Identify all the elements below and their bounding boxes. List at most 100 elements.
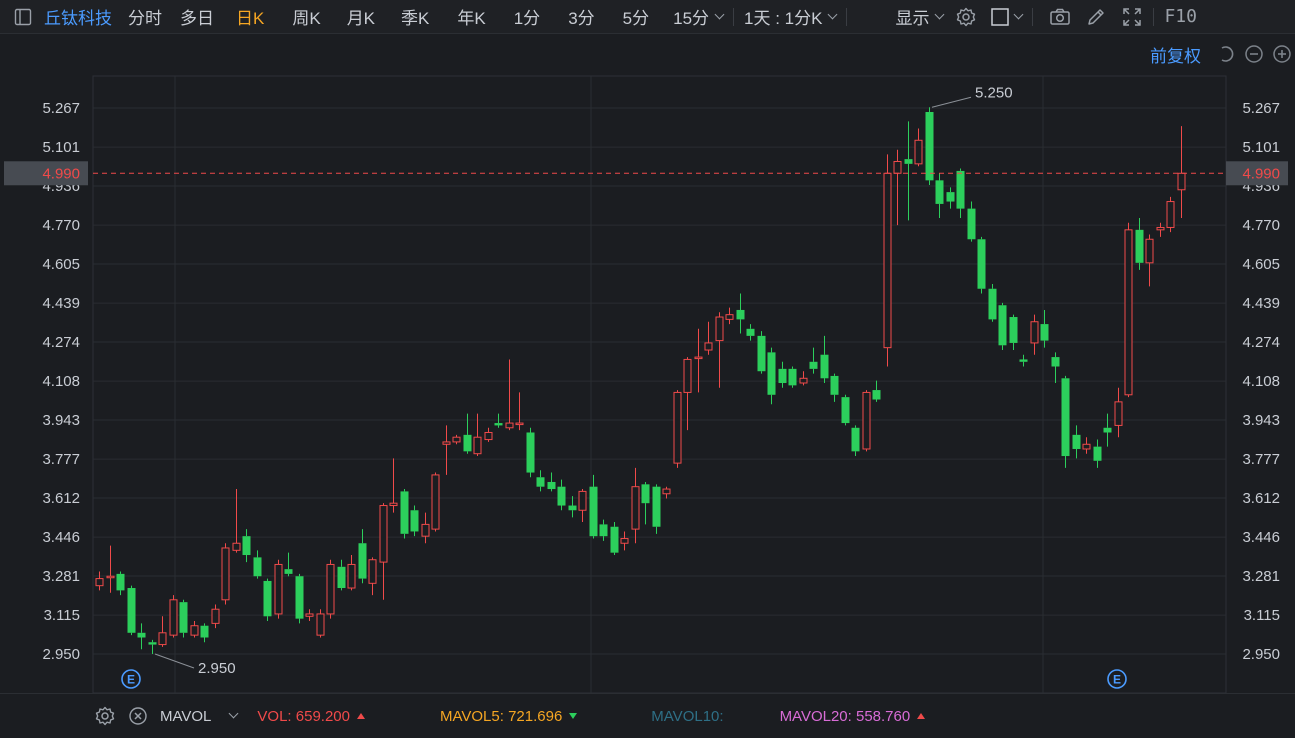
candle bbox=[494, 413, 503, 428]
y-tick-label: 4.439 bbox=[1242, 295, 1280, 312]
y-tick-label: 3.612 bbox=[1242, 490, 1280, 507]
candle bbox=[389, 458, 398, 513]
candle bbox=[463, 413, 472, 454]
candle-body bbox=[95, 578, 104, 587]
y-tick-label: 2.950 bbox=[1242, 646, 1280, 663]
tab-timeshare[interactable]: 分时 bbox=[128, 9, 162, 28]
candle-body bbox=[694, 356, 703, 360]
camera-icon[interactable] bbox=[1049, 6, 1071, 28]
candle bbox=[799, 371, 808, 386]
y-tick-label: 3.115 bbox=[44, 607, 80, 624]
candle-body bbox=[631, 486, 640, 530]
stock-name[interactable]: 丘钛科技 bbox=[44, 9, 112, 28]
candle bbox=[295, 573, 304, 624]
candle-body bbox=[725, 314, 734, 320]
candle bbox=[1093, 439, 1102, 468]
tab-5min[interactable]: 5分 bbox=[622, 9, 650, 28]
adjust-mode-button[interactable]: 前复权 bbox=[1150, 46, 1201, 66]
candle-body bbox=[914, 139, 923, 165]
tab-1min[interactable]: 1分 bbox=[513, 9, 541, 28]
chevron-down-icon[interactable] bbox=[714, 9, 725, 19]
candle-body bbox=[1177, 172, 1186, 191]
candle-body bbox=[158, 632, 167, 646]
candle bbox=[841, 394, 850, 426]
tab-yearly-k[interactable]: 年K bbox=[457, 9, 486, 28]
tab-3min[interactable]: 3分 bbox=[568, 9, 595, 28]
high-annotation: 5.250 bbox=[975, 84, 1013, 101]
candle-body bbox=[463, 434, 472, 452]
candle bbox=[746, 324, 755, 341]
f10-button[interactable]: F10 bbox=[1164, 6, 1197, 27]
mavol5-value: MAVOL5: 721.696 bbox=[440, 708, 578, 725]
chevron-down-icon[interactable] bbox=[1014, 9, 1024, 19]
candle-body bbox=[305, 613, 314, 617]
tab-weekly-k[interactable]: 周K bbox=[292, 9, 321, 28]
candle-body bbox=[862, 391, 871, 450]
candle-body bbox=[788, 368, 797, 386]
chevron-down-icon[interactable] bbox=[228, 708, 239, 719]
candle-body bbox=[1009, 317, 1018, 343]
pencil-icon[interactable] bbox=[1085, 6, 1107, 28]
candle-body bbox=[704, 342, 713, 351]
sidebar-toggle-icon[interactable] bbox=[12, 6, 34, 28]
kline-chart[interactable]: 5.267 5.101 4.936 4.770 4.605 4.439 4.274 4.108… bbox=[0, 68, 1295, 694]
candle bbox=[736, 293, 745, 334]
candle-body bbox=[620, 538, 629, 544]
candle-body bbox=[484, 431, 493, 441]
divider bbox=[733, 7, 735, 26]
candles bbox=[95, 107, 1186, 654]
candle bbox=[757, 331, 766, 374]
candle bbox=[599, 519, 608, 541]
undo-icon[interactable] bbox=[1215, 43, 1237, 65]
event-marker-icon[interactable]: E bbox=[1107, 669, 1127, 689]
chevron-down-icon[interactable] bbox=[935, 9, 945, 19]
candle bbox=[988, 284, 997, 322]
candle bbox=[1103, 413, 1112, 447]
y-tick-label: 4.439 bbox=[42, 295, 80, 312]
grid bbox=[92, 75, 1227, 694]
candle-body bbox=[652, 486, 661, 527]
display-menu[interactable]: 显示 bbox=[895, 9, 930, 28]
plot-frame bbox=[92, 75, 1227, 694]
candle-body bbox=[242, 536, 251, 556]
tab-monthly-k[interactable]: 月K bbox=[346, 9, 376, 28]
indicator-name[interactable]: MAVOL bbox=[160, 707, 212, 725]
candle-body bbox=[274, 563, 283, 615]
close-icon[interactable] bbox=[127, 705, 149, 727]
y-tick-label: 3.281 bbox=[42, 568, 80, 585]
candle-body bbox=[820, 354, 829, 379]
gear-icon[interactable] bbox=[94, 705, 116, 727]
candle-body bbox=[526, 432, 535, 473]
gear-icon[interactable] bbox=[955, 6, 977, 28]
event-marker-icon[interactable]: E bbox=[121, 669, 141, 689]
tab-multiday[interactable]: 多日 bbox=[180, 9, 214, 28]
candle-body bbox=[1103, 427, 1112, 433]
candle bbox=[925, 107, 934, 186]
event-marker-label: E bbox=[1113, 673, 1121, 687]
tab-quarterly-k[interactable]: 季K bbox=[401, 9, 430, 28]
tab-daily-k[interactable]: 日K bbox=[236, 9, 265, 28]
candle-body bbox=[967, 208, 976, 240]
candle-body bbox=[410, 510, 419, 532]
candle bbox=[1166, 196, 1175, 233]
candle bbox=[998, 302, 1007, 351]
candle-body bbox=[956, 170, 965, 209]
chevron-down-icon[interactable] bbox=[828, 9, 838, 19]
candle-body bbox=[326, 563, 335, 615]
indicator-bar: MAVOL VOL: 659.200 MAVOL5: 721.696 MAVOL… bbox=[0, 693, 1295, 738]
candle bbox=[904, 121, 913, 221]
candle-body bbox=[284, 569, 293, 574]
vol-label: VOL: 659.200 bbox=[257, 707, 350, 725]
candle bbox=[610, 522, 619, 556]
zoom-in-icon[interactable] bbox=[1271, 43, 1293, 65]
tab-15min[interactable]: 15分 bbox=[673, 9, 710, 28]
checkbox-icon[interactable] bbox=[989, 6, 1011, 28]
interval-select[interactable]: 1天 : 1分K bbox=[744, 9, 823, 28]
candle bbox=[547, 472, 556, 492]
current-price-label-left: 4.990 bbox=[42, 165, 80, 182]
candle bbox=[169, 595, 178, 638]
fullscreen-icon[interactable] bbox=[1121, 6, 1143, 28]
candle-body bbox=[1030, 321, 1039, 344]
zoom-out-icon[interactable] bbox=[1243, 43, 1265, 65]
candle-body bbox=[977, 239, 986, 289]
